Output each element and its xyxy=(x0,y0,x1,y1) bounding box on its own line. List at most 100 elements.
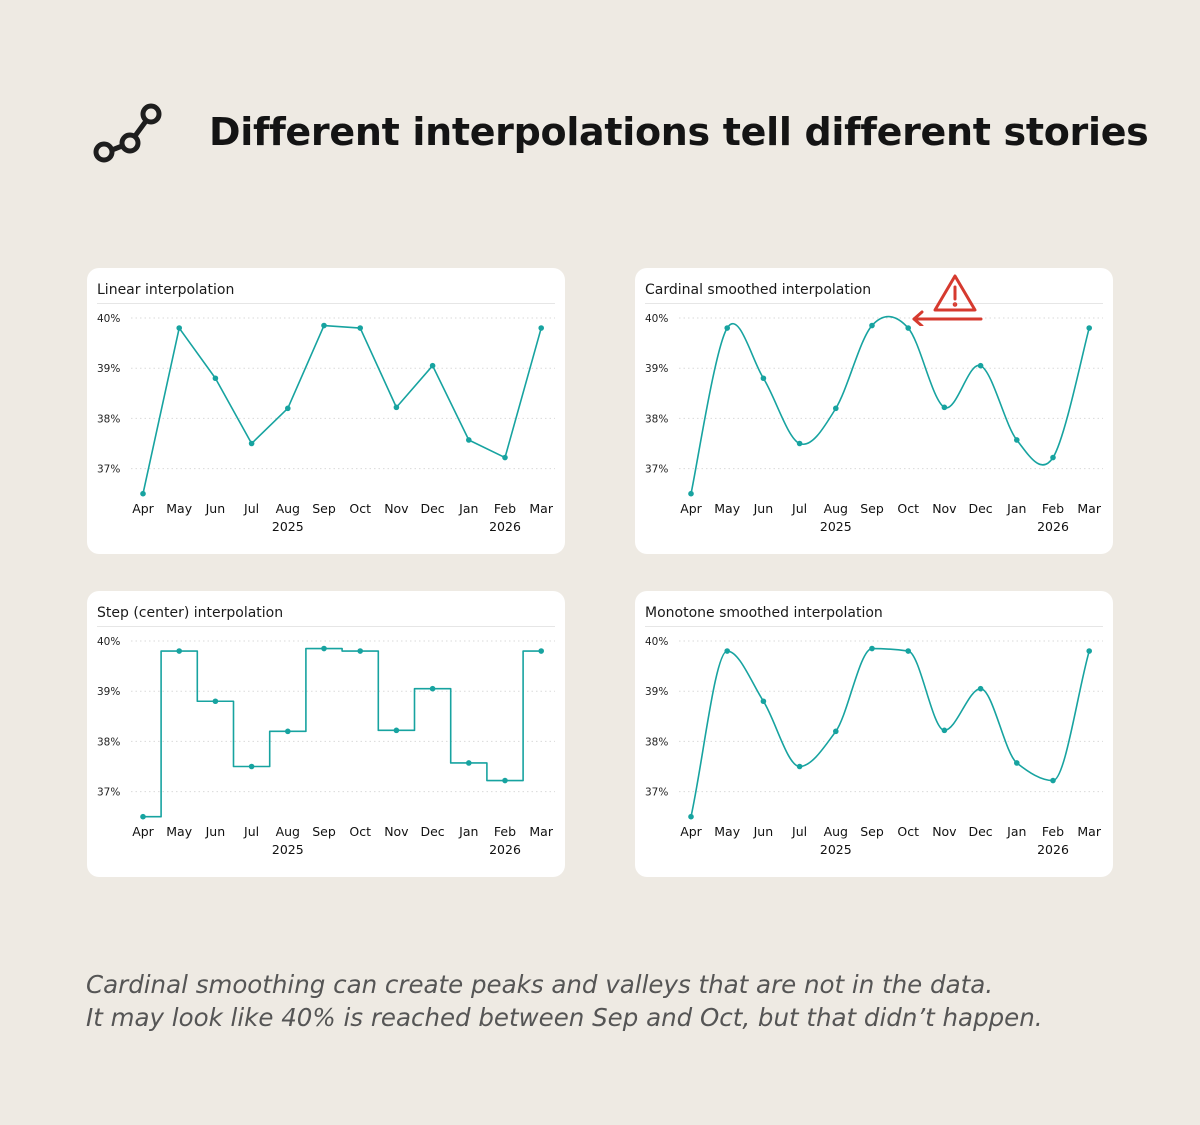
x-tick-label: Aug xyxy=(824,501,848,516)
y-tick-label: 39% xyxy=(645,686,668,698)
year-label: 2025 xyxy=(272,842,304,857)
chart-title: Cardinal smoothed interpolation xyxy=(645,282,871,298)
x-tick-label: Oct xyxy=(897,501,919,516)
year-label: 2026 xyxy=(1037,842,1069,857)
data-point xyxy=(429,685,436,692)
x-tick-label: Sep xyxy=(860,824,884,839)
x-tick-label: Feb xyxy=(494,824,516,839)
data-point xyxy=(357,648,364,654)
data-point xyxy=(724,325,730,331)
x-tick-label: Jan xyxy=(458,501,478,516)
x-tick-label: Apr xyxy=(132,501,154,516)
data-point xyxy=(941,404,948,411)
data-point xyxy=(941,727,948,734)
chart-step: Step (center) interpolation 37% 38% 39% 40% A… xyxy=(97,605,555,857)
data-point xyxy=(248,763,255,770)
x-tick-label: Nov xyxy=(384,824,409,839)
x-tick-label: Sep xyxy=(312,501,336,516)
data-point xyxy=(760,375,767,382)
x-tick-label: Feb xyxy=(494,501,516,516)
x-tick-label: Jun xyxy=(753,824,774,839)
x-tick-label: Oct xyxy=(897,824,919,839)
y-tick-label: 37% xyxy=(97,464,120,476)
data-point xyxy=(1086,325,1092,331)
x-tick-label: Mar xyxy=(529,501,553,516)
x-tick-label: Jun xyxy=(205,824,226,839)
x-tick-label: Nov xyxy=(932,501,957,516)
year-label: 2026 xyxy=(1037,519,1069,534)
x-tick-label: Jul xyxy=(243,824,259,839)
x-tick-label: Sep xyxy=(860,501,884,516)
x-tick-label: Nov xyxy=(932,824,957,839)
x-tick-label: Apr xyxy=(680,824,702,839)
y-tick-label: 38% xyxy=(645,413,668,425)
data-point xyxy=(869,322,875,329)
data-point xyxy=(905,648,911,654)
x-tick-label: Dec xyxy=(968,501,992,516)
x-tick-label: Jan xyxy=(1006,824,1026,839)
caption: Cardinal smoothing can create peaks and … xyxy=(86,968,1146,1034)
y-tick-label: 37% xyxy=(97,787,120,799)
y-tick-label: 37% xyxy=(645,464,668,476)
x-tick-label: Apr xyxy=(680,501,702,516)
chart-card-linear: Linear interpolation 37% 38% 39% 40% Apr May Ju… xyxy=(87,268,565,554)
y-tick-label: 38% xyxy=(97,413,120,425)
series-line xyxy=(142,324,542,494)
warning-triangle-icon xyxy=(933,274,977,312)
x-tick-label: Oct xyxy=(349,824,371,839)
data-point xyxy=(833,405,839,412)
data-point xyxy=(905,325,911,331)
x-tick-label: Dec xyxy=(420,824,444,839)
chart-title: Linear interpolation xyxy=(97,282,234,298)
data-point xyxy=(466,437,472,443)
year-label: 2025 xyxy=(272,519,304,534)
data-point xyxy=(538,325,544,331)
x-tick-label: Jul xyxy=(791,824,807,839)
x-tick-label: Dec xyxy=(420,501,444,516)
data-point xyxy=(393,404,400,411)
y-tick-label: 40% xyxy=(645,313,668,325)
x-tick-label: Apr xyxy=(132,824,154,839)
data-point xyxy=(321,645,327,652)
year-label: 2025 xyxy=(820,519,852,534)
caption-line-1: Cardinal smoothing can create peaks and … xyxy=(86,970,994,999)
data-point xyxy=(502,777,508,784)
y-tick-label: 38% xyxy=(97,736,120,748)
chart-card-step: Step (center) interpolation 37% 38% 39% 40% A… xyxy=(87,591,565,877)
y-tick-label: 39% xyxy=(97,686,120,698)
data-point xyxy=(140,813,146,820)
data-point xyxy=(724,648,730,654)
x-tick-label: Mar xyxy=(1077,824,1101,839)
data-point xyxy=(833,728,839,735)
series-line xyxy=(690,315,1090,494)
chart-card-monotone: Monotone smoothed interpolation 37% 38% 39%… xyxy=(635,591,1113,877)
y-tick-label: 40% xyxy=(645,636,668,648)
x-tick-label: Jan xyxy=(1006,501,1026,516)
chart-card-cardinal: Cardinal smoothed interpolation 37% 38% 39%… xyxy=(635,268,1113,554)
y-tick-label: 39% xyxy=(645,363,668,375)
data-point xyxy=(285,728,291,735)
data-point xyxy=(1050,454,1056,461)
x-tick-label: May xyxy=(714,824,740,839)
series-line xyxy=(143,647,542,818)
x-tick-label: Mar xyxy=(1077,501,1101,516)
data-point xyxy=(796,440,803,447)
x-tick-label: May xyxy=(166,501,192,516)
data-point xyxy=(466,760,472,766)
data-point xyxy=(977,685,984,692)
data-point xyxy=(688,813,694,820)
data-point xyxy=(285,405,291,412)
data-point xyxy=(429,362,436,369)
x-tick-label: Mar xyxy=(529,824,553,839)
x-tick-label: Aug xyxy=(276,824,300,839)
chart-linear: Linear interpolation 37% 38% 39% 40% Apr May Ju… xyxy=(97,282,555,534)
data-point xyxy=(248,440,255,447)
chart-cardinal: Cardinal smoothed interpolation 37% 38% 39%… xyxy=(645,282,1103,534)
arrow-left-icon xyxy=(912,310,983,326)
y-tick-label: 40% xyxy=(97,313,120,325)
data-point xyxy=(176,648,182,654)
x-tick-label: Jun xyxy=(205,501,226,516)
chart-monotone: Monotone smoothed interpolation 37% 38% 39%… xyxy=(645,605,1103,857)
x-tick-label: Jan xyxy=(458,824,478,839)
x-tick-label: Nov xyxy=(384,501,409,516)
